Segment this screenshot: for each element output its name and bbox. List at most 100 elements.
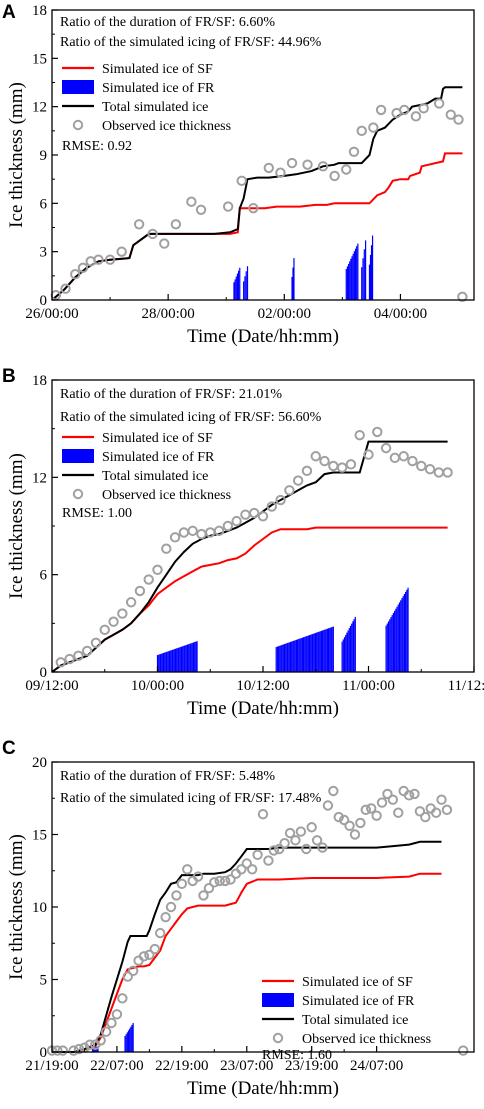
observed-point	[274, 843, 285, 855]
x-tick-label: 21/19:00	[25, 1058, 78, 1074]
observed-point	[424, 464, 436, 475]
observed-point	[84, 1039, 96, 1050]
observed-point	[171, 890, 182, 901]
chart-b-svg: B 0 6 12 18 09/12:00 10/00:00 10/12:00 11/00:00…	[2, 366, 484, 719]
x-axis-label: Time (Date/hh:mm)	[187, 698, 339, 719]
panel-label-c: C	[2, 738, 16, 759]
axes-frame	[51, 9, 475, 301]
observed-point	[328, 785, 339, 797]
observed-point	[52, 1045, 63, 1056]
annotation-icing-ratio: Ratio of the simulated icing of FR/SF: 4…	[60, 35, 322, 50]
observed-point	[301, 843, 312, 855]
annotation-rmse: RMSE: 0.92	[62, 139, 132, 154]
observed-point	[70, 269, 81, 280]
x-tick-label: 11/00:00	[342, 678, 395, 694]
y-tick-label: 9	[40, 148, 48, 164]
y-tick-label: 15	[32, 828, 47, 844]
y-tick-label: 5	[40, 973, 48, 989]
legend-label: Simulated ice of SF	[302, 975, 413, 990]
observed-point	[152, 564, 163, 576]
observed-point	[354, 429, 365, 441]
observed-point	[453, 114, 464, 125]
observed-point	[165, 901, 177, 913]
x-tick-label: 23/07:00	[220, 1058, 273, 1074]
observed-point	[366, 803, 377, 814]
observed-point	[186, 196, 197, 207]
observed-point	[410, 111, 422, 122]
annotation-icing-ratio: Ratio of the simulated icing of FR/SF: 1…	[60, 791, 322, 806]
y-axis-label: Ice thickness (mm)	[6, 82, 27, 228]
legend-label: Simulated ice of FR	[102, 450, 215, 465]
observed-point	[433, 467, 445, 478]
observed-point	[117, 993, 128, 1004]
x-axis-label: Time (Date/hh:mm)	[187, 1078, 339, 1099]
y-tick-label: 0	[40, 1045, 48, 1061]
observed-point	[125, 597, 137, 608]
y-tick-label: 10	[32, 900, 47, 916]
legend: Simulated ice of SF Simulated ice of FR To…	[62, 62, 231, 134]
legend-label: Observed ice thickness	[302, 1032, 431, 1047]
observed-point	[213, 525, 225, 537]
y-tick-label: 20	[32, 755, 47, 771]
y-tick-label: 12	[32, 470, 47, 486]
observed-point	[73, 1043, 85, 1055]
observed-point	[266, 501, 277, 512]
observed-point	[240, 509, 251, 520]
observed-point	[93, 254, 104, 265]
x-tick-label: 02/00:00	[258, 306, 311, 322]
observed-point	[376, 797, 388, 808]
observed-point	[407, 455, 418, 467]
observed-point	[445, 109, 456, 120]
panel-label-b: B	[2, 366, 16, 387]
x-tick-label: 10/12:00	[236, 678, 289, 694]
legend: Simulated ice of SF Simulated ice of FR To…	[62, 431, 231, 503]
x-tick-label: 11/12:00	[448, 678, 484, 694]
annotation-duration-ratio: Ratio of the duration of FR/SF: 21.01%	[60, 387, 282, 402]
observed-point	[418, 103, 429, 114]
y-tick-label: 0	[40, 665, 48, 681]
observed-point	[169, 532, 181, 543]
observed-point	[322, 800, 334, 811]
y-tick-label: 18	[32, 373, 47, 389]
observed-point	[336, 462, 348, 473]
observed-point	[345, 459, 357, 470]
plot-area	[51, 426, 453, 673]
observed-point	[203, 882, 215, 894]
observed-point	[317, 842, 328, 853]
observed-point	[275, 167, 286, 178]
legend: Simulated ice of SF Simulated ice of FR To…	[262, 975, 431, 1047]
observed-point	[241, 858, 252, 869]
annotation-duration-ratio: Ratio of the duration of FR/SF: 6.60%	[60, 15, 275, 30]
legend-label: Total simulated ice	[302, 1013, 408, 1028]
observed-point	[310, 451, 321, 462]
observed-point	[214, 875, 225, 887]
observed-point	[436, 794, 447, 805]
legend-swatch-observed	[72, 119, 84, 131]
observed-point	[319, 455, 330, 467]
observed-point	[225, 874, 236, 885]
observed-point	[159, 238, 170, 249]
x-tick-label: 28/00:00	[141, 306, 194, 322]
legend-label: Observed ice thickness	[102, 488, 231, 503]
observed-point	[263, 162, 275, 174]
x-tick-label: 24/07:00	[350, 1058, 403, 1074]
observed-point	[99, 624, 110, 636]
observed-point	[108, 616, 119, 627]
sf-ice-line	[51, 152, 463, 301]
observed-point	[195, 204, 207, 215]
observed-point	[252, 849, 263, 861]
x-tick-label: 04/00:00	[374, 306, 427, 322]
sf-ice-line	[52, 872, 442, 1053]
observed-point	[222, 201, 234, 212]
panel-label-a: A	[2, 2, 16, 23]
observed-point	[182, 864, 193, 875]
y-tick-label: 12	[32, 100, 47, 116]
chart-panel-c: C 0 5 10 15 20 21/19:00 22/07:00 22/19:00 23/07:…	[0, 730, 484, 1104]
observed-point	[55, 657, 66, 668]
observed-point	[236, 864, 247, 875]
observed-point	[348, 146, 360, 157]
observed-point	[387, 794, 399, 805]
observed-point	[149, 943, 160, 955]
observed-point	[268, 845, 280, 856]
y-tick-label: 0	[40, 293, 48, 309]
